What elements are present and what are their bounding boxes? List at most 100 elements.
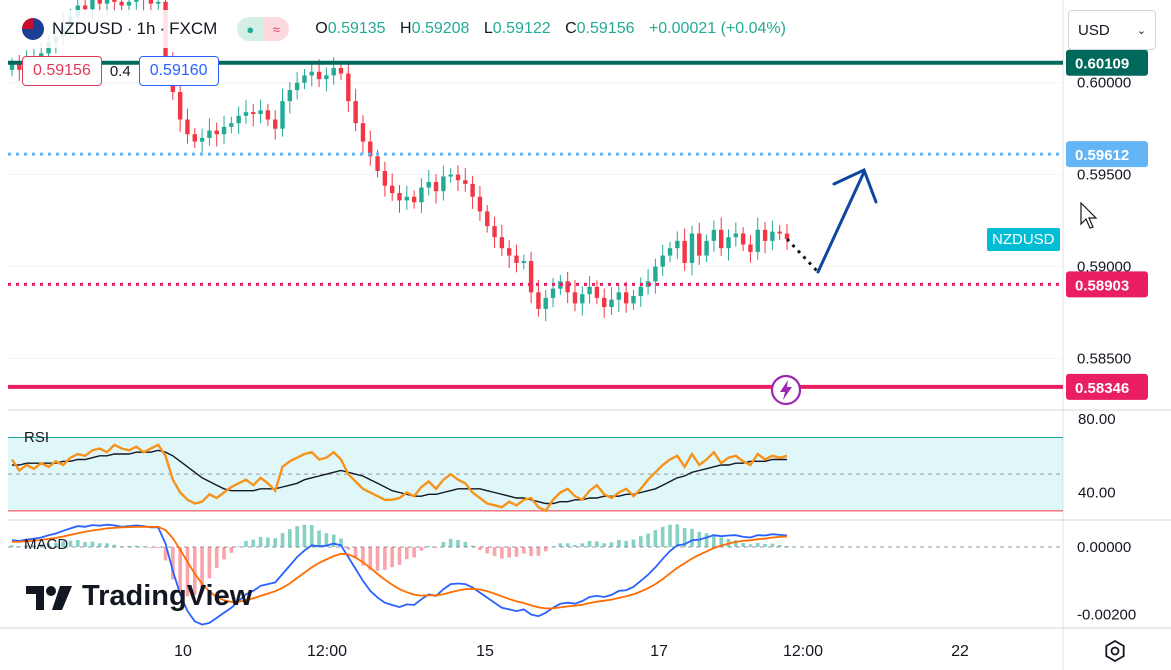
candle-body: [97, 0, 102, 4]
candle-body: [265, 110, 271, 120]
sell-price-button[interactable]: 0.59156: [22, 56, 102, 86]
macd-histogram-bar: [763, 543, 767, 547]
macd-histogram-bar: [668, 524, 672, 547]
macd-histogram-bar: [514, 547, 519, 557]
candle-body: [653, 266, 658, 282]
macd-tick-label: -0.00200: [1077, 607, 1136, 624]
candle-body: [770, 231, 775, 241]
candle-body: [689, 233, 695, 263]
candle-body: [660, 255, 665, 267]
candle-body: [704, 240, 709, 256]
symbol-name[interactable]: NZDUSD: [52, 19, 123, 38]
change-value: +0.00021 (+0.04%): [648, 20, 786, 37]
macd-histogram-bar: [463, 541, 468, 547]
candle-body: [389, 185, 395, 194]
macd-histogram-bar: [39, 544, 44, 547]
macd-histogram-bar: [704, 533, 709, 547]
macd-histogram-bar: [178, 547, 182, 592]
macd-histogram-bar: [682, 528, 687, 547]
candle-body: [353, 101, 358, 124]
candle-body: [755, 229, 760, 252]
candle-body: [346, 73, 351, 102]
projection-arrow: [816, 167, 878, 274]
macd-histogram-bar: [200, 547, 204, 588]
market-open-dot-icon: ●: [237, 17, 264, 41]
candle-body: [221, 126, 227, 135]
header-separator: ·: [159, 19, 166, 38]
currency-select[interactable]: USD ⌄: [1068, 10, 1156, 50]
macd-histogram-bar: [17, 546, 22, 548]
candle-body: [309, 71, 314, 76]
candle-body: [360, 123, 366, 142]
candle-body: [470, 183, 475, 197]
macd-histogram-bar: [10, 545, 14, 547]
macd-histogram-bar: [339, 538, 343, 547]
chevron-down-icon: ⌄: [1136, 24, 1146, 37]
candle-body: [156, 1, 161, 4]
candle-body: [126, 1, 132, 6]
candle-body: [280, 101, 285, 129]
macd-histogram-bar: [653, 530, 658, 547]
macd-histogram-bar: [426, 545, 431, 547]
interval-label[interactable]: 1h: [136, 19, 156, 38]
candle-body: [338, 68, 344, 74]
candle-body: [17, 64, 22, 70]
buy-price-button[interactable]: 0.59160: [138, 56, 219, 86]
macd-histogram-bar: [441, 541, 446, 547]
candle-body: [726, 237, 731, 249]
macd-histogram-bar: [68, 540, 73, 547]
candle-body: [499, 237, 505, 249]
waves-icon: ≈: [263, 17, 290, 41]
price-level-label: 0.58346: [1075, 380, 1129, 397]
time-tick-label: 15: [476, 643, 494, 660]
macd-label: MACD: [24, 536, 68, 553]
macd-histogram-bar: [24, 545, 29, 547]
candle-body: [777, 231, 782, 234]
price-level-tag: [1066, 271, 1148, 298]
macd-histogram-bar: [551, 546, 555, 548]
settings-gear-icon[interactable]: [1103, 639, 1127, 663]
candle-body: [477, 196, 483, 212]
macd-histogram-bar: [105, 543, 109, 547]
candle-body: [185, 119, 190, 135]
macd-histogram-bar: [353, 547, 358, 559]
price-level-label: 0.60109: [1075, 56, 1129, 73]
macd-histogram-bar: [712, 534, 716, 547]
macd-histogram-bar: [309, 525, 314, 547]
candle-body: [572, 292, 578, 304]
ohlc-readout: O0.59135 H0.59208 L0.59122 C0.59156 +0.0…: [315, 20, 786, 37]
macd-histogram-bar: [383, 547, 387, 570]
macd-histogram-bar: [127, 545, 131, 547]
macd-histogram-bar: [280, 533, 285, 547]
candle-body: [448, 174, 453, 177]
candle-body: [762, 229, 768, 241]
macd-histogram-bar: [573, 544, 577, 547]
candle-body: [638, 286, 643, 297]
tradingview-logo: TradingView: [26, 580, 252, 613]
nz-us-flag-icon: [22, 18, 44, 40]
candle-body: [148, 0, 154, 4]
rsi-tick-label: 40.00: [1078, 485, 1116, 502]
macd-histogram-bar: [543, 547, 548, 552]
candle-body: [273, 119, 278, 129]
candle-body: [316, 71, 322, 80]
indicator-pill[interactable]: ● ≈: [237, 17, 290, 41]
macd-histogram-bar: [141, 546, 146, 548]
time-tick-label: 17: [650, 643, 668, 660]
lightning-icon[interactable]: [770, 374, 802, 406]
macd-histogram-bar: [185, 547, 190, 597]
macd-line: [11, 523, 788, 626]
macd-histogram-bar: [112, 544, 117, 547]
close-value: 0.59156: [576, 20, 635, 37]
candle-body: [192, 134, 197, 142]
candle-body: [609, 299, 614, 308]
macd-histogram-bar: [32, 544, 36, 547]
macd-histogram-bar: [785, 545, 789, 547]
candle-body: [711, 229, 717, 241]
quote-panel: 0.59156 0.4 0.59160: [22, 56, 219, 86]
macd-histogram-bar: [317, 530, 321, 547]
macd-histogram-bar: [456, 539, 460, 547]
macd-histogram-bar: [755, 542, 760, 547]
macd-histogram-bar: [748, 544, 753, 547]
